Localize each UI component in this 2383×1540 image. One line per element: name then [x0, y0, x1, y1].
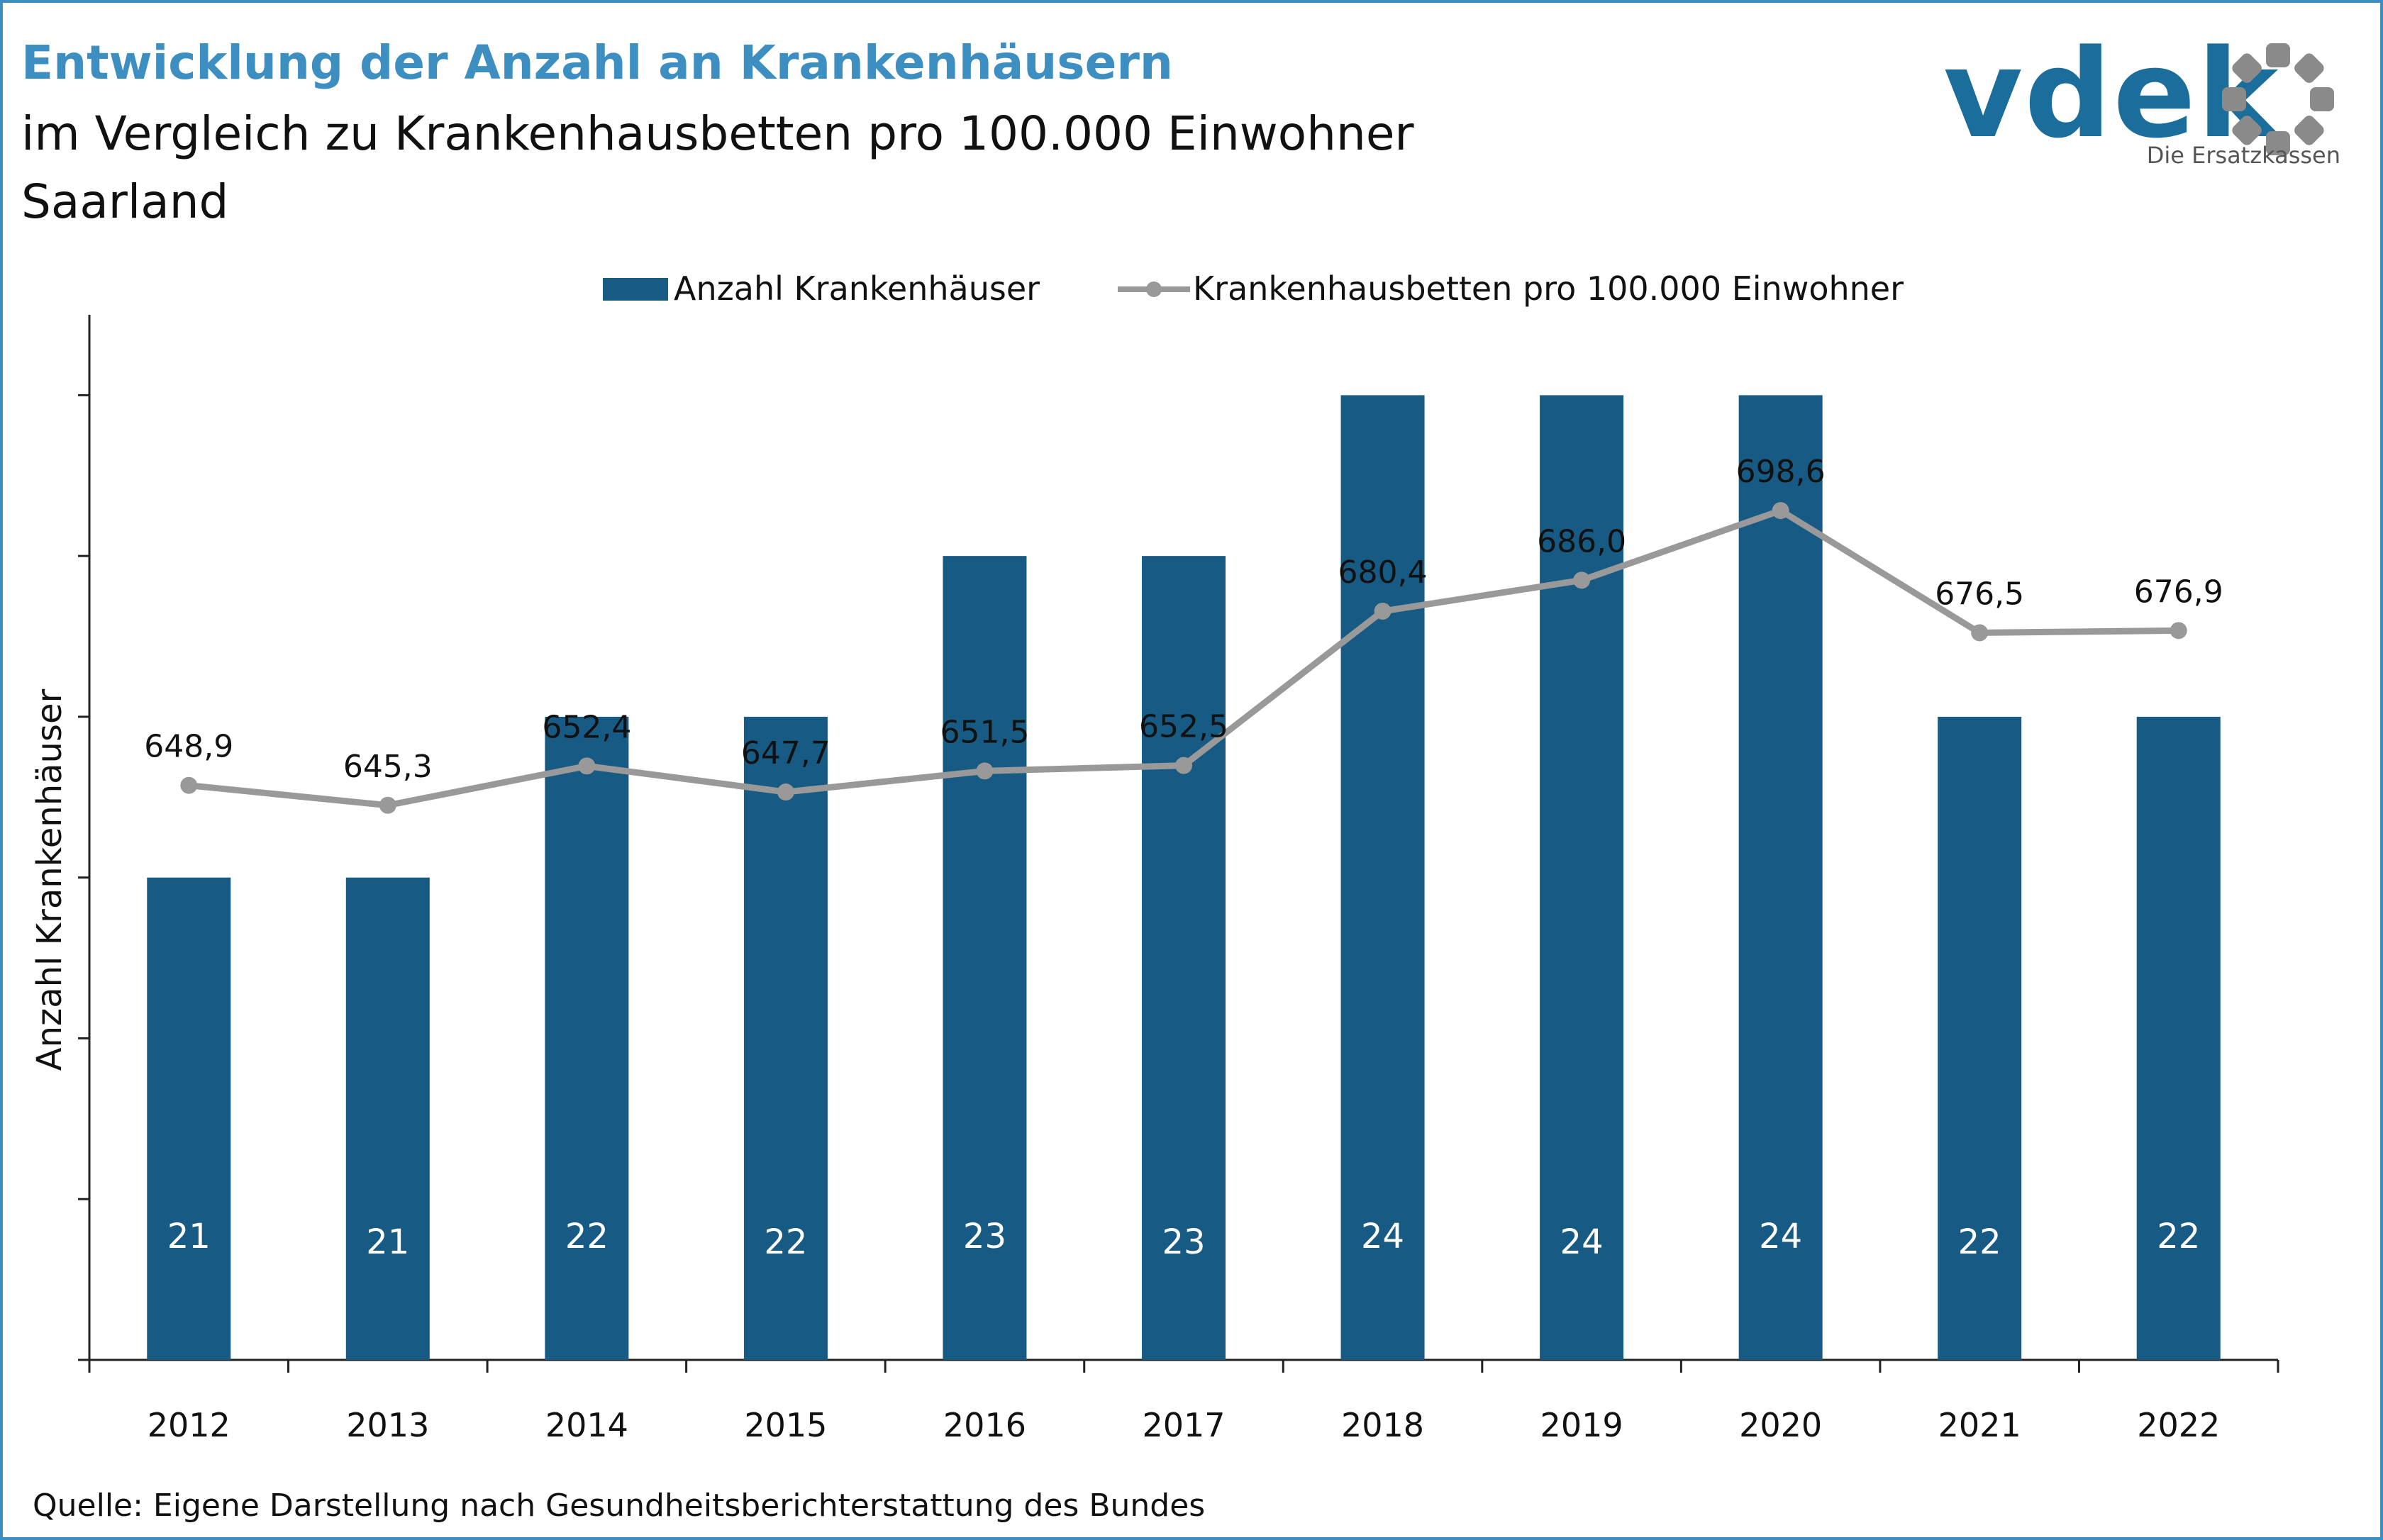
beds-point-2016: [976, 762, 994, 780]
beds-value-label: 648,9: [144, 729, 233, 765]
beds-point-2014: [578, 757, 596, 775]
bar-2017: [1142, 556, 1226, 1361]
beds-point-2013: [379, 796, 396, 814]
x-tick-label: 2017: [1142, 1406, 1225, 1444]
legend-line-swatch: [1118, 281, 1190, 297]
beds-value-label: 651,5: [940, 714, 1029, 750]
beds-value-label: 652,5: [1139, 709, 1228, 745]
x-tick-label: 2012: [148, 1406, 230, 1444]
legend-bar-swatch: [603, 278, 668, 301]
beds-value-label: 686,0: [1537, 523, 1626, 559]
beds-value-label: 676,9: [2134, 574, 2223, 610]
beds-value-label: 676,5: [1935, 576, 2024, 612]
bar-2016: [943, 556, 1027, 1361]
bar-2014: [545, 716, 629, 1360]
chart-subtitle: im Vergleich zu Krankenhausbetten pro 10…: [21, 106, 1414, 161]
bar-value-label: 23: [1162, 1222, 1205, 1262]
x-tick-label: 2018: [1341, 1406, 1424, 1444]
bar-value-label: 24: [1560, 1222, 1604, 1262]
bar-2015: [743, 716, 828, 1360]
source-note: Quelle: Eigene Darstellung nach Gesundhe…: [33, 1488, 1206, 1524]
beds-value-label: 647,7: [741, 735, 831, 771]
legend-label-line: Krankenhausbetten pro 100.000 Einwohner: [1193, 269, 1904, 308]
beds-point-2012: [180, 776, 198, 794]
bar-value-label: 24: [1759, 1217, 1802, 1256]
beds-value-label: 645,3: [343, 749, 433, 785]
bar-value-label: 22: [565, 1217, 609, 1256]
beds-value-label: 698,6: [1736, 454, 1826, 490]
x-tick-label: 2020: [1739, 1406, 1822, 1444]
y-axis-label: Anzahl Krankenhäuser: [30, 688, 70, 1071]
bar-value-label: 21: [366, 1222, 409, 1262]
beds-point-2021: [1971, 624, 1989, 642]
x-tick-label: 2022: [2137, 1406, 2220, 1444]
x-tick-label: 2016: [943, 1406, 1026, 1444]
chart-title: Entwicklung der Anzahl an Krankenhäusern: [21, 35, 1173, 90]
bar-2012: [147, 877, 231, 1360]
x-tick-label: 2021: [1938, 1406, 2021, 1444]
x-tick-label: 2014: [545, 1406, 628, 1444]
bar-2022: [2136, 716, 2221, 1360]
bar-value-label: 22: [764, 1222, 807, 1262]
bar-2018: [1340, 395, 1425, 1360]
beds-point-2017: [1175, 757, 1192, 774]
beds-point-2018: [1374, 603, 1392, 620]
bar-2021: [1938, 716, 2022, 1360]
logo-tagline: Die Ersatzkassen: [2146, 142, 2340, 169]
bar-2019: [1540, 395, 1624, 1360]
beds-point-2022: [2170, 622, 2187, 640]
beds-point-2019: [1573, 571, 1591, 589]
bar-value-label: 21: [167, 1217, 211, 1256]
beds-point-2015: [777, 783, 794, 801]
x-tick-label: 2019: [1540, 1406, 1623, 1444]
bar-value-label: 22: [1958, 1222, 2001, 1262]
vdek-logo: vdek Die Ersatzkassen: [1943, 23, 2340, 177]
logo-ring-icon: [2222, 43, 2334, 155]
beds-value-label: 652,4: [542, 709, 631, 745]
bar-2020: [1738, 395, 1823, 1360]
bar-value-label: 22: [2157, 1217, 2200, 1256]
bar-value-label: 23: [963, 1217, 1006, 1256]
x-tick-label: 2013: [346, 1406, 429, 1444]
bar-2013: [345, 877, 430, 1360]
legend: Anzahl Krankenhäuser Krankenhausbetten p…: [0, 269, 2383, 312]
beds-point-2020: [1772, 502, 1789, 520]
legend-label-bars: Anzahl Krankenhäuser: [674, 269, 1040, 308]
chart-region: Saarland: [21, 174, 229, 229]
x-tick-label: 2015: [744, 1406, 827, 1444]
bar-value-label: 24: [1361, 1217, 1404, 1256]
beds-value-label: 680,4: [1338, 554, 1428, 591]
